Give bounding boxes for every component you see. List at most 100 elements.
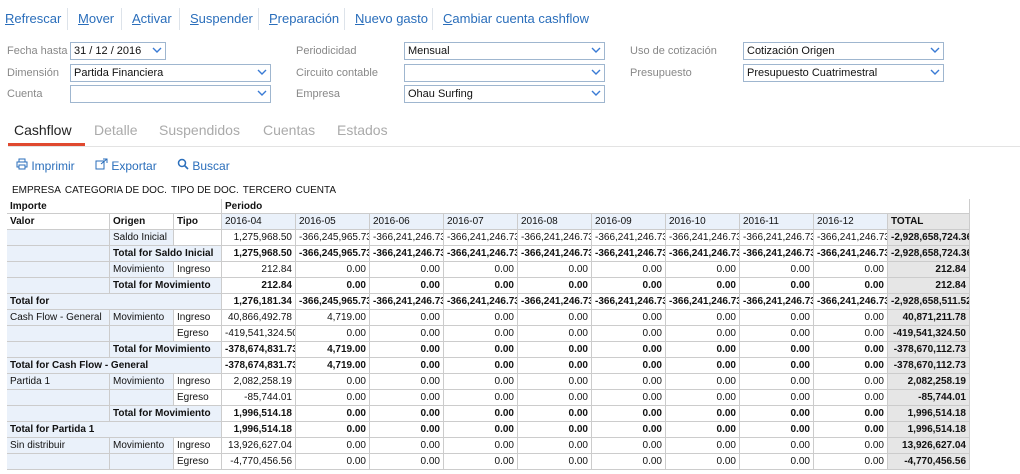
row-total-cell: 212.84 xyxy=(888,278,970,294)
action-label: Imprimir xyxy=(31,159,75,173)
filter-select[interactable]: Mensual xyxy=(404,42,605,60)
action-button[interactable]: Buscar xyxy=(177,158,230,173)
value-cell: 0.00 xyxy=(666,342,740,358)
tab[interactable]: Suspendidos xyxy=(159,122,240,138)
filter-value: Ohau Surfing xyxy=(408,88,473,100)
value-cell: -366,241,246.73 xyxy=(444,230,518,246)
dimension-chip[interactable]: CUENTA xyxy=(295,185,337,196)
value-cell: 0.00 xyxy=(370,438,444,454)
dimension-chip[interactable]: EMPRESA xyxy=(12,185,61,196)
row-header-cell: Movimiento xyxy=(110,262,174,278)
value-cell: 0.00 xyxy=(740,342,814,358)
value-cell: -366,241,246.73 xyxy=(518,294,592,310)
value-cell: 0.00 xyxy=(296,278,370,294)
value-cell: -366,241,246.73 xyxy=(592,246,666,262)
row-header-cell: Ingreso xyxy=(174,374,222,390)
value-cell: 0.00 xyxy=(296,262,370,278)
total-row-label: Total for Saldo Inicial xyxy=(110,246,222,262)
value-cell: 0.00 xyxy=(592,390,666,406)
toolbar-link[interactable]: Mover xyxy=(78,11,115,26)
search-icon xyxy=(177,158,189,170)
value-cell: 0.00 xyxy=(518,278,592,294)
action-label: Exportar xyxy=(111,159,157,173)
filter-select[interactable] xyxy=(404,64,605,82)
tab[interactable]: Cuentas xyxy=(263,122,316,138)
value-cell: 1,996,514.18 xyxy=(222,406,296,422)
value-cell: 0.00 xyxy=(592,406,666,422)
tab[interactable]: Cashflow xyxy=(14,122,72,138)
row-header-cell xyxy=(174,230,222,246)
value-cell: 0.00 xyxy=(518,358,592,374)
dropdown-arrow xyxy=(930,69,940,75)
action-button[interactable]: Imprimir xyxy=(16,158,75,173)
period-header: 2016-04 xyxy=(222,214,296,230)
row-header-cell: Movimiento xyxy=(110,374,174,390)
toolbar-separator xyxy=(344,8,345,30)
value-cell: 0.00 xyxy=(592,262,666,278)
value-cell: 1,275,968.50 xyxy=(222,230,296,246)
filter-select[interactable]: Presupuesto Cuatrimestral xyxy=(743,64,944,82)
toolbar-link[interactable]: Nuevo gasto xyxy=(355,11,428,26)
value-cell: 40,866,492.78 xyxy=(222,310,296,326)
toolbar-link[interactable]: Activar xyxy=(132,11,172,26)
filter-label: Presupuesto xyxy=(630,67,692,79)
value-cell: 212.84 xyxy=(222,278,296,294)
filter-select[interactable]: 31 / 12 / 2016 xyxy=(70,42,166,60)
value-cell: 0.00 xyxy=(296,374,370,390)
value-cell: 0.00 xyxy=(592,374,666,390)
toolbar-separator xyxy=(258,8,259,30)
toolbar-link[interactable]: Refrescar xyxy=(5,11,62,26)
value-cell: -366,245,965.73 xyxy=(296,294,370,310)
row-total-cell: -4,770,456.56 xyxy=(888,454,970,470)
row-total-cell: 1,996,514.18 xyxy=(888,406,970,422)
row-total-cell: 2,082,258.19 xyxy=(888,374,970,390)
value-cell: 4,719.00 xyxy=(296,342,370,358)
filter-value: Partida Financiera xyxy=(74,67,164,79)
value-cell: 0.00 xyxy=(814,406,888,422)
filter-select[interactable]: Cotización Origen xyxy=(743,42,944,60)
value-cell: -366,241,246.73 xyxy=(666,230,740,246)
row-total-cell: -378,670,112.73 xyxy=(888,358,970,374)
dimension-chip[interactable]: TIPO DE DOC. xyxy=(170,185,239,196)
value-cell: 0.00 xyxy=(740,438,814,454)
dimension-chip[interactable]: CATEGORIA DE DOC. xyxy=(64,185,167,196)
period-header: 2016-12 xyxy=(814,214,888,230)
value-cell: 0.00 xyxy=(814,390,888,406)
filter-select[interactable] xyxy=(70,85,271,103)
value-cell: 0.00 xyxy=(740,278,814,294)
value-cell: 0.00 xyxy=(370,454,444,470)
value-cell: 13,926,627.04 xyxy=(222,438,296,454)
tab[interactable]: Estados xyxy=(337,122,388,138)
filter-value: Presupuesto Cuatrimestral xyxy=(747,67,878,79)
value-cell: 0.00 xyxy=(518,390,592,406)
row-total-cell: 1,996,514.18 xyxy=(888,422,970,438)
row-header-cell xyxy=(7,246,110,262)
action-button[interactable]: Exportar xyxy=(95,158,157,173)
toolbar-link[interactable]: Suspender xyxy=(190,11,253,26)
tab[interactable]: Detalle xyxy=(94,122,138,138)
filter-select[interactable]: Ohau Surfing xyxy=(404,85,605,103)
value-cell: 0.00 xyxy=(592,422,666,438)
value-cell: 0.00 xyxy=(740,310,814,326)
filter-select[interactable]: Partida Financiera xyxy=(70,64,271,82)
filter-label: Cuenta xyxy=(7,88,43,100)
action-label: Buscar xyxy=(192,159,230,173)
row-header-cell xyxy=(110,454,174,470)
dimension-chip[interactable]: TERCERO xyxy=(242,185,292,196)
value-cell: 0.00 xyxy=(666,422,740,438)
row-header-cell: Ingreso xyxy=(174,262,222,278)
toolbar-link[interactable]: Preparación xyxy=(269,11,340,26)
row-total-cell: 212.84 xyxy=(888,262,970,278)
toolbar-link[interactable]: Cambiar cuenta cashflow xyxy=(443,11,589,26)
value-cell: 0.00 xyxy=(814,310,888,326)
value-cell: 4,719.00 xyxy=(296,358,370,374)
filter-label: Fecha hasta xyxy=(7,45,68,57)
export-icon xyxy=(95,158,108,170)
toolbar-separator xyxy=(67,8,68,30)
value-cell: 0.00 xyxy=(814,342,888,358)
value-cell: 0.00 xyxy=(370,278,444,294)
value-cell: 0.00 xyxy=(740,262,814,278)
value-cell: 0.00 xyxy=(740,390,814,406)
value-cell: 0.00 xyxy=(814,422,888,438)
total-row-label: Total for Movimiento xyxy=(110,278,222,294)
